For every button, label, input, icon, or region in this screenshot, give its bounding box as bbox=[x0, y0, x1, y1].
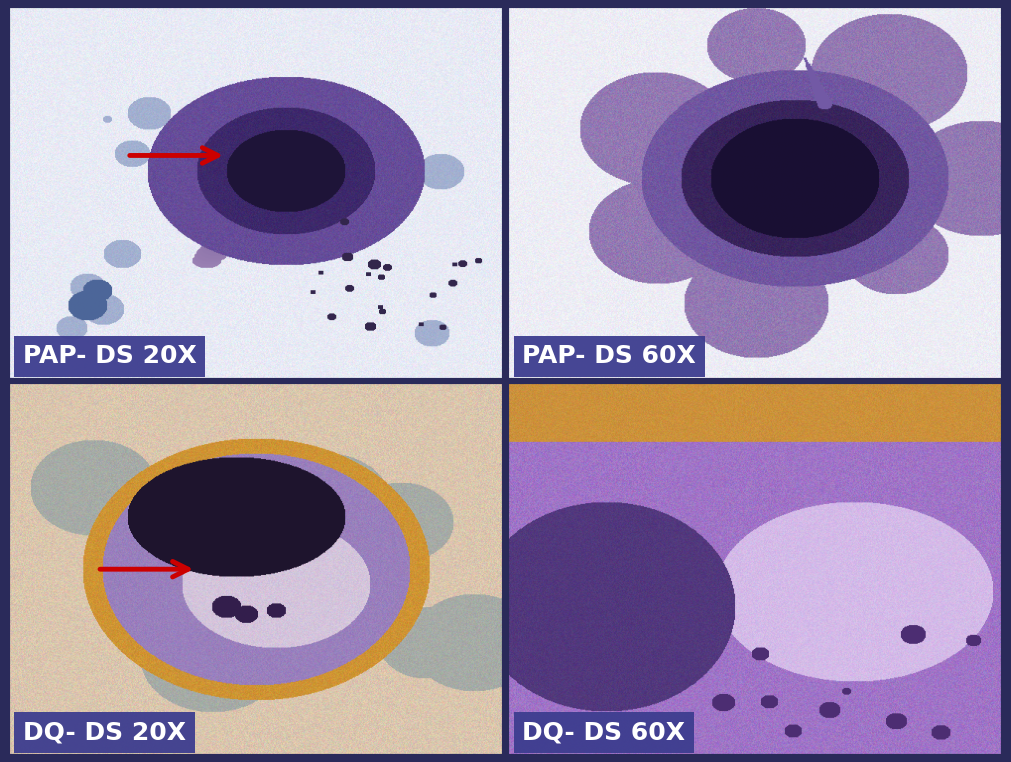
Text: DQ- DS 60X: DQ- DS 60X bbox=[523, 721, 685, 744]
Text: PAP- DS 60X: PAP- DS 60X bbox=[523, 344, 697, 368]
Text: DQ- DS 20X: DQ- DS 20X bbox=[23, 721, 186, 744]
Text: PAP- DS 20X: PAP- DS 20X bbox=[23, 344, 197, 368]
